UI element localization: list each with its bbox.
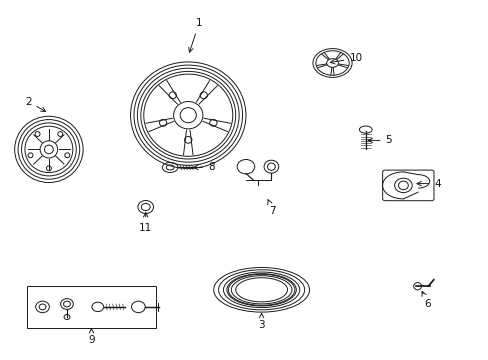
Text: 9: 9 (88, 329, 95, 345)
Text: 11: 11 (139, 213, 152, 233)
Text: 6: 6 (421, 292, 430, 309)
Text: 10: 10 (330, 53, 362, 64)
Text: 2: 2 (25, 96, 45, 112)
Text: 7: 7 (267, 200, 276, 216)
Text: 3: 3 (258, 313, 264, 330)
Text: 5: 5 (367, 135, 391, 145)
Text: 4: 4 (416, 179, 440, 189)
Text: 8: 8 (193, 162, 214, 172)
Bar (27, 286, 156, 328)
Text: 1: 1 (188, 18, 202, 52)
